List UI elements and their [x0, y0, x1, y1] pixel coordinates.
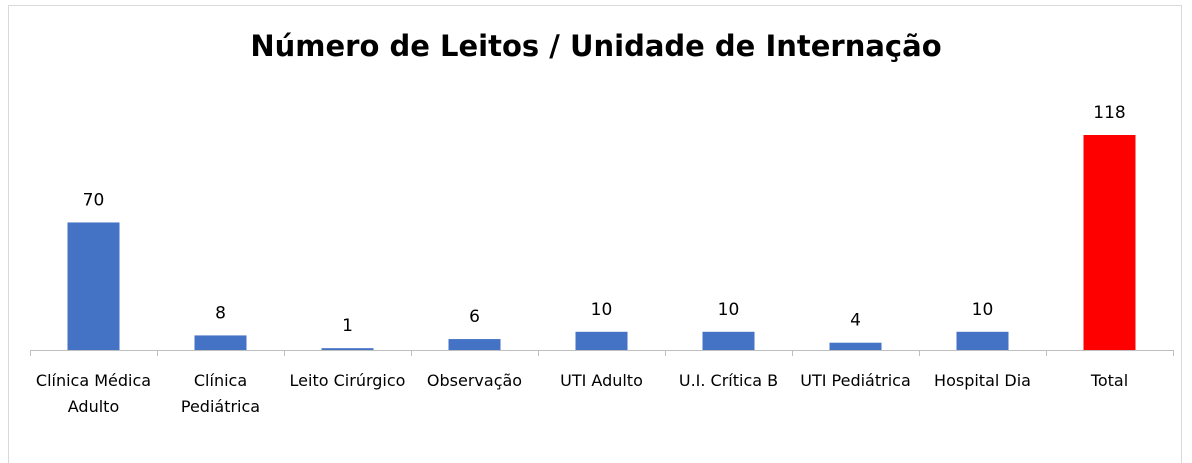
bar [575, 331, 628, 350]
value-label: 10 [591, 300, 613, 320]
value-label: 8 [215, 303, 226, 323]
bar [67, 222, 120, 350]
x-tick-label: Clínica Pediátrica [180, 371, 261, 416]
value-label: 118 [1093, 103, 1125, 123]
x-tick-label: Total [1090, 371, 1129, 390]
value-label: 70 [83, 190, 105, 210]
value-label: 10 [718, 300, 740, 320]
x-tick-label: U.I. Crítica B [678, 371, 779, 390]
bar [829, 342, 882, 350]
x-tick-label: Observação [426, 371, 523, 390]
value-label: 4 [850, 311, 861, 331]
bar [448, 339, 501, 350]
x-tick-label: Clínica Médica Adulto [35, 371, 152, 416]
x-tick-label: UTI Pediátrica [800, 371, 911, 390]
bar [956, 331, 1009, 350]
bar [1083, 135, 1136, 350]
x-tick-label: UTI Adulto [560, 371, 643, 390]
x-tick-label: Hospital Dia [934, 371, 1031, 390]
bar [194, 335, 247, 350]
value-label: 6 [469, 307, 480, 327]
value-label: 1 [342, 316, 353, 336]
value-label: 10 [972, 300, 994, 320]
bar [702, 331, 755, 350]
bar [321, 348, 374, 350]
chart-title: Número de Leitos / Unidade de Internação [250, 29, 941, 63]
x-tick-label: Leito Cirúrgico [289, 371, 406, 390]
chart-border [8, 5, 1182, 463]
